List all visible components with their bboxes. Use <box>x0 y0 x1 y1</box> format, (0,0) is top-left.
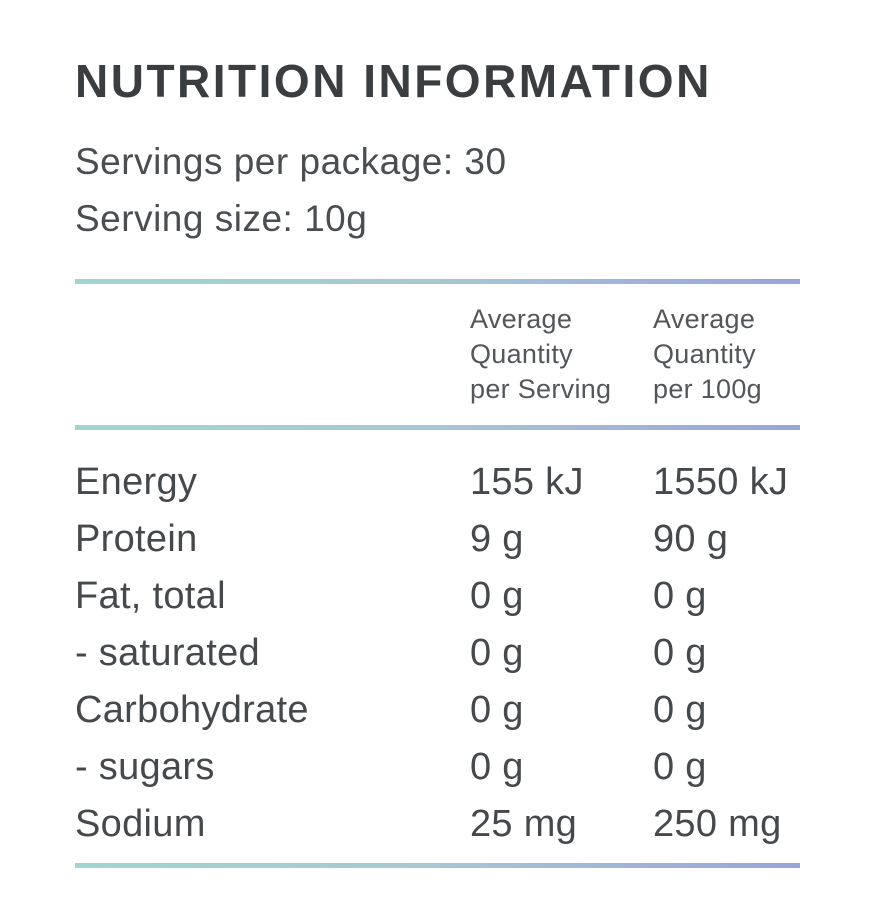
value-per-100g: 250 mg <box>653 803 782 846</box>
nutrient-label: Energy <box>75 461 198 504</box>
nutrient-label: - sugars <box>75 746 215 789</box>
table-row: Sodium 25 mg 250 mg <box>75 796 800 853</box>
value-per-serving: 9 g <box>470 518 524 561</box>
divider-top <box>75 279 800 285</box>
table-row: - saturated 0 g 0 g <box>75 625 800 682</box>
table-header-row: Average Quantity per Serving Average Qua… <box>75 284 800 425</box>
nutrient-label: Sodium <box>75 803 206 846</box>
value-per-serving: 0 g <box>470 689 524 732</box>
value-per-100g: 0 g <box>653 632 707 675</box>
nutrition-table-body: Energy 155 kJ 1550 kJ Protein 9 g 90 g F… <box>75 430 800 863</box>
nutrient-label: Protein <box>75 518 198 561</box>
nutrient-label: Fat, total <box>75 575 226 618</box>
divider-header-bottom <box>75 425 800 431</box>
value-per-100g: 0 g <box>653 746 707 789</box>
value-per-100g: 1550 kJ <box>653 461 789 504</box>
serving-size-text: Serving size: 10g <box>75 198 368 240</box>
value-per-serving: 25 mg <box>470 803 578 846</box>
nutrition-panel: NUTRITION INFORMATION Servings per packa… <box>75 55 800 869</box>
value-per-serving: 155 kJ <box>470 461 584 504</box>
nutrient-label: - saturated <box>75 632 260 675</box>
divider-bottom <box>75 863 800 869</box>
value-per-serving: 0 g <box>470 575 524 618</box>
servings-per-package-text: Servings per package: 30 <box>75 141 507 183</box>
value-per-serving: 0 g <box>470 632 524 675</box>
value-per-100g: 0 g <box>653 575 707 618</box>
panel-title: NUTRITION INFORMATION <box>75 55 712 107</box>
nutrient-label: Carbohydrate <box>75 689 309 732</box>
value-per-100g: 0 g <box>653 689 707 732</box>
value-per-serving: 0 g <box>470 746 524 789</box>
column-header-per-serving: Average Quantity per Serving <box>470 304 612 405</box>
table-row: Energy 155 kJ 1550 kJ <box>75 454 800 511</box>
table-row: Protein 9 g 90 g <box>75 511 800 568</box>
value-per-100g: 90 g <box>653 518 729 561</box>
table-row: Carbohydrate 0 g 0 g <box>75 682 800 739</box>
table-row: - sugars 0 g 0 g <box>75 739 800 796</box>
table-row: Fat, total 0 g 0 g <box>75 568 800 625</box>
column-header-per-100g: Average Quantity per 100g <box>653 304 762 405</box>
